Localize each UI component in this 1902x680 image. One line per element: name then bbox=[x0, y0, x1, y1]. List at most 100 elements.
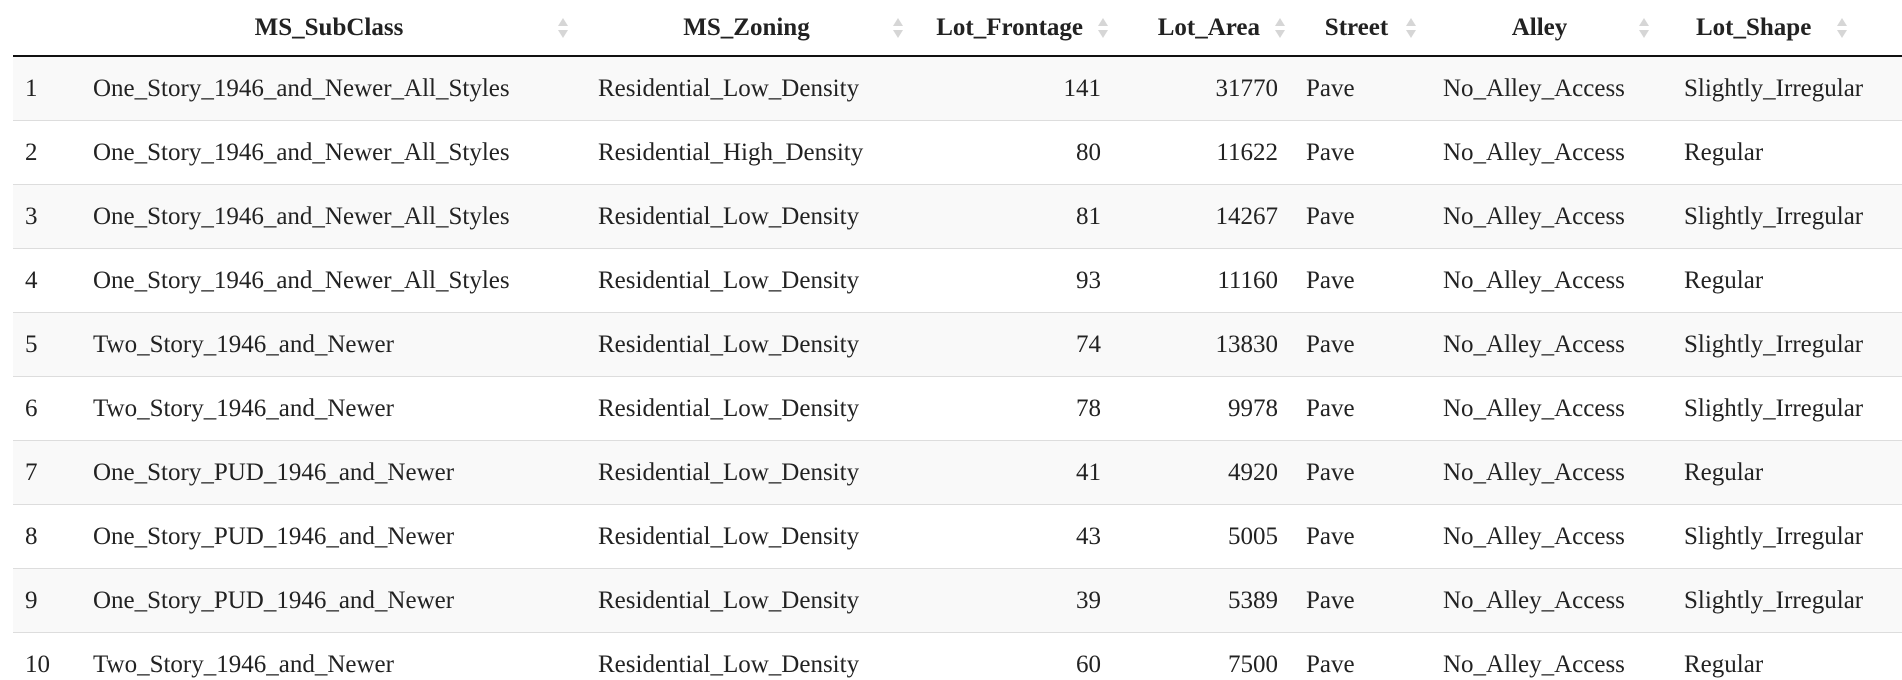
ms-subclass-cell: One_Story_1946_and_Newer_All_Styles bbox=[79, 248, 579, 313]
lot-frontage-cell: 60 bbox=[914, 632, 1113, 680]
lot-area-cell: 7500 bbox=[1113, 632, 1290, 680]
sort-icon bbox=[893, 17, 903, 38]
street-cell: Pave bbox=[1290, 376, 1423, 441]
row-index-cell: 10 bbox=[13, 632, 79, 680]
ms-zoning-cell: Residential_Low_Density bbox=[579, 504, 914, 569]
ms-zoning-cell: Residential_High_Density bbox=[579, 120, 914, 185]
lot-area-cell: 11622 bbox=[1113, 120, 1290, 185]
table-row: 2 One_Story_1946_and_Newer_All_Styles Re… bbox=[13, 120, 1902, 185]
row-index-cell: 2 bbox=[13, 120, 79, 185]
column-header-label: Alley bbox=[1511, 13, 1568, 41]
lot-frontage-cell: 74 bbox=[914, 312, 1113, 377]
lot-area-cell: 4920 bbox=[1113, 440, 1290, 505]
alley-cell: No_Alley_Access bbox=[1423, 56, 1656, 121]
sort-icon bbox=[1275, 17, 1285, 38]
street-cell: Pave bbox=[1290, 120, 1423, 185]
street-cell: Pave bbox=[1290, 504, 1423, 569]
alley-cell: No_Alley_Access bbox=[1423, 504, 1656, 569]
lot-shape-cell: Slightly_Irregular bbox=[1656, 504, 1902, 569]
lot-shape-cell: Slightly_Irregular bbox=[1656, 568, 1902, 633]
lot-frontage-cell: 41 bbox=[914, 440, 1113, 505]
column-header-lot-area[interactable]: Lot_Area bbox=[1113, 0, 1290, 57]
ms-subclass-cell: Two_Story_1946_and_Newer bbox=[79, 632, 579, 680]
row-index-cell: 5 bbox=[13, 312, 79, 377]
sort-icon bbox=[1837, 17, 1847, 38]
street-cell: Pave bbox=[1290, 632, 1423, 680]
alley-cell: No_Alley_Access bbox=[1423, 568, 1656, 633]
data-table-container: MS_SubClass MS_Zoning Lot_Frontage Lot_A… bbox=[13, 0, 1902, 680]
column-header-alley[interactable]: Alley bbox=[1423, 0, 1656, 57]
column-header-lot-frontage[interactable]: Lot_Frontage bbox=[914, 0, 1113, 57]
street-cell: Pave bbox=[1290, 56, 1423, 121]
alley-cell: No_Alley_Access bbox=[1423, 184, 1656, 249]
row-index-cell: 1 bbox=[13, 56, 79, 121]
lot-shape-cell: Regular bbox=[1656, 248, 1902, 313]
alley-cell: No_Alley_Access bbox=[1423, 312, 1656, 377]
ms-zoning-cell: Residential_Low_Density bbox=[579, 376, 914, 441]
lot-frontage-cell: 39 bbox=[914, 568, 1113, 633]
ms-zoning-cell: Residential_Low_Density bbox=[579, 312, 914, 377]
ms-zoning-cell: Residential_Low_Density bbox=[579, 184, 914, 249]
alley-cell: No_Alley_Access bbox=[1423, 376, 1656, 441]
lot-area-cell: 5389 bbox=[1113, 568, 1290, 633]
table-row: 8 One_Story_PUD_1946_and_Newer Residenti… bbox=[13, 504, 1902, 569]
row-index-cell: 4 bbox=[13, 248, 79, 313]
table-row: 4 One_Story_1946_and_Newer_All_Styles Re… bbox=[13, 248, 1902, 313]
data-table: MS_SubClass MS_Zoning Lot_Frontage Lot_A… bbox=[13, 0, 1902, 680]
row-index-cell: 3 bbox=[13, 184, 79, 249]
lot-area-cell: 11160 bbox=[1113, 248, 1290, 313]
ms-zoning-cell: Residential_Low_Density bbox=[579, 440, 914, 505]
lot-area-cell: 5005 bbox=[1113, 504, 1290, 569]
table-row: 3 One_Story_1946_and_Newer_All_Styles Re… bbox=[13, 184, 1902, 249]
lot-frontage-cell: 81 bbox=[914, 184, 1113, 249]
lot-frontage-cell: 80 bbox=[914, 120, 1113, 185]
ms-subclass-cell: One_Story_1946_and_Newer_All_Styles bbox=[79, 184, 579, 249]
column-header-label: Lot_Area bbox=[1157, 13, 1260, 41]
column-header-label: MS_Zoning bbox=[683, 13, 810, 41]
column-header-label: MS_SubClass bbox=[254, 13, 404, 41]
ms-subclass-cell: One_Story_1946_and_Newer_All_Styles bbox=[79, 56, 579, 121]
ms-subclass-cell: One_Story_PUD_1946_and_Newer bbox=[79, 504, 579, 569]
column-header-label: Lot_Shape bbox=[1696, 13, 1812, 41]
lot-area-cell: 13830 bbox=[1113, 312, 1290, 377]
sort-icon bbox=[1406, 17, 1416, 38]
ms-subclass-cell: One_Story_PUD_1946_and_Newer bbox=[79, 440, 579, 505]
lot-shape-cell: Regular bbox=[1656, 120, 1902, 185]
column-header-ms-subclass[interactable]: MS_SubClass bbox=[79, 0, 579, 57]
alley-cell: No_Alley_Access bbox=[1423, 440, 1656, 505]
column-header-lot-shape[interactable]: Lot_Shape bbox=[1656, 0, 1902, 57]
street-cell: Pave bbox=[1290, 568, 1423, 633]
alley-cell: No_Alley_Access bbox=[1423, 120, 1656, 185]
lot-frontage-cell: 93 bbox=[914, 248, 1113, 313]
sort-icon bbox=[1639, 17, 1649, 38]
ms-zoning-cell: Residential_Low_Density bbox=[579, 568, 914, 633]
lot-shape-cell: Slightly_Irregular bbox=[1656, 376, 1902, 441]
alley-cell: No_Alley_Access bbox=[1423, 248, 1656, 313]
column-header-street[interactable]: Street bbox=[1290, 0, 1423, 57]
ms-zoning-cell: Residential_Low_Density bbox=[579, 56, 914, 121]
lot-frontage-cell: 78 bbox=[914, 376, 1113, 441]
sort-icon bbox=[1098, 17, 1108, 38]
ms-zoning-cell: Residential_Low_Density bbox=[579, 632, 914, 680]
lot-shape-cell: Slightly_Irregular bbox=[1656, 312, 1902, 377]
street-cell: Pave bbox=[1290, 184, 1423, 249]
column-header-ms-zoning[interactable]: MS_Zoning bbox=[579, 0, 914, 57]
street-cell: Pave bbox=[1290, 248, 1423, 313]
row-index-cell: 6 bbox=[13, 376, 79, 441]
row-index-cell: 8 bbox=[13, 504, 79, 569]
ms-subclass-cell: Two_Story_1946_and_Newer bbox=[79, 312, 579, 377]
lot-area-cell: 31770 bbox=[1113, 56, 1290, 121]
table-row: 10 Two_Story_1946_and_Newer Residential_… bbox=[13, 632, 1902, 680]
sort-icon bbox=[558, 17, 568, 38]
ms-subclass-cell: One_Story_PUD_1946_and_Newer bbox=[79, 568, 579, 633]
street-cell: Pave bbox=[1290, 440, 1423, 505]
table-row: 1 One_Story_1946_and_Newer_All_Styles Re… bbox=[13, 56, 1902, 121]
lot-frontage-cell: 43 bbox=[914, 504, 1113, 569]
table-row: 5 Two_Story_1946_and_Newer Residential_L… bbox=[13, 312, 1902, 377]
alley-cell: No_Alley_Access bbox=[1423, 632, 1656, 680]
row-index-cell: 7 bbox=[13, 440, 79, 505]
lot-shape-cell: Slightly_Irregular bbox=[1656, 56, 1902, 121]
column-header-index bbox=[13, 0, 79, 57]
lot-shape-cell: Regular bbox=[1656, 440, 1902, 505]
lot-area-cell: 9978 bbox=[1113, 376, 1290, 441]
